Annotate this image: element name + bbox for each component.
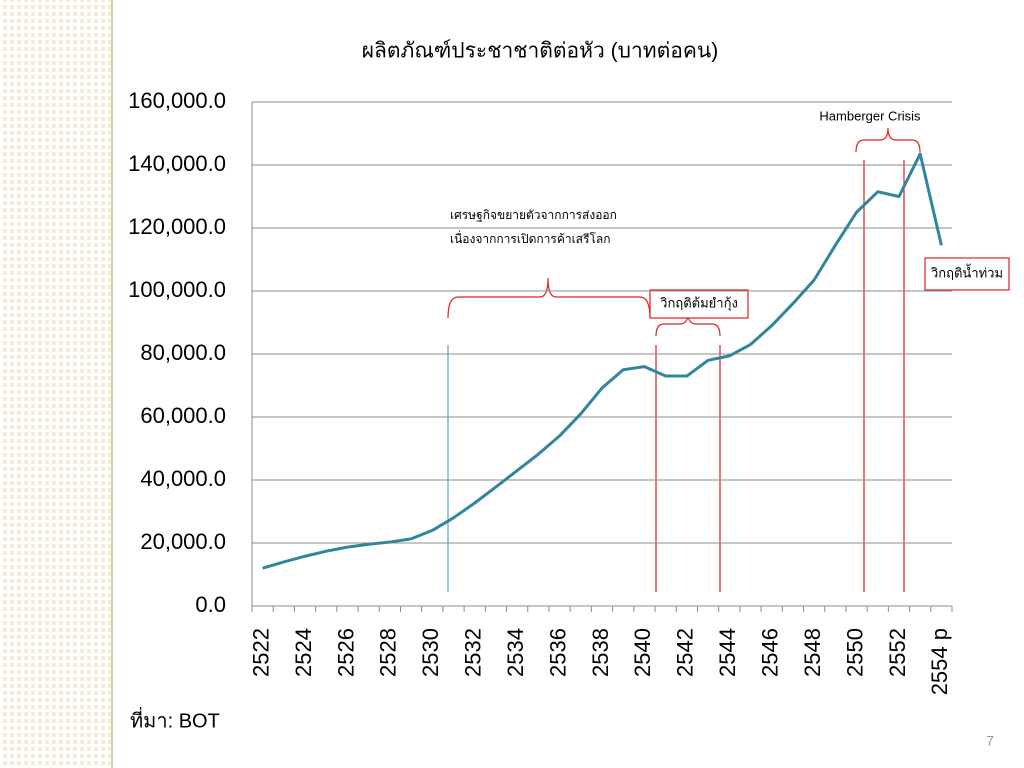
x-tick-label: 2532 <box>461 628 486 677</box>
annotation: วิกฤติต้มยำกุ้ง <box>659 295 737 311</box>
y-tick-label: 40,000.0 <box>140 466 226 491</box>
x-tick-label: 2536 <box>545 628 570 677</box>
y-tick-label: 160,000.0 <box>128 88 226 113</box>
x-tick-label: 2528 <box>376 628 401 677</box>
x-tick-label: 2554 p <box>927 628 952 695</box>
decorative-strip <box>0 0 113 768</box>
x-tick-label: 2522 <box>248 628 273 677</box>
y-tick-label: 60,000.0 <box>140 403 226 428</box>
y-tick-label: 100,000.0 <box>128 277 226 302</box>
source: ที่มา: BOT <box>130 706 220 732</box>
annotation: เนื่องจากการเปิดการค้าเสรีโลก <box>450 230 611 246</box>
x-tick-label: 2550 <box>842 628 867 677</box>
annotation: วิกฤติน้ำท่วม <box>930 263 1003 280</box>
data-line <box>262 152 943 570</box>
x-tick-label: 2538 <box>588 628 613 677</box>
x-tick-label: 2544 <box>715 628 740 677</box>
x-tick-label: 2542 <box>673 628 698 677</box>
y-tick-label: 0.0 <box>195 592 226 617</box>
x-tick-label: 2548 <box>800 628 825 677</box>
y-tick-label: 80,000.0 <box>140 340 226 365</box>
x-tick-label: 2526 <box>333 628 358 677</box>
annotation: Hamberger Crisis <box>819 108 921 123</box>
x-tick-label: 2534 <box>503 628 528 677</box>
x-tick-label: 2552 <box>885 628 910 677</box>
y-tick-label: 120,000.0 <box>128 214 226 239</box>
x-tick-label: 2524 <box>291 628 316 677</box>
x-tick-label: 2540 <box>630 628 655 677</box>
chart-title: ผลิตภัณฑ์ประชาชาติต่อหัว (บาทต่อคน) <box>362 39 719 63</box>
x-tick-label: 2530 <box>418 628 443 677</box>
y-tick-label: 20,000.0 <box>140 529 226 554</box>
annotation-shapes <box>447 127 1010 592</box>
x-tick-label: 2546 <box>758 628 783 677</box>
annotation: เศรษฐกิจขยายตัวจากการส่งออก <box>450 208 617 222</box>
page-number: 7 <box>986 733 994 749</box>
y-tick-label: 140,000.0 <box>128 151 226 176</box>
